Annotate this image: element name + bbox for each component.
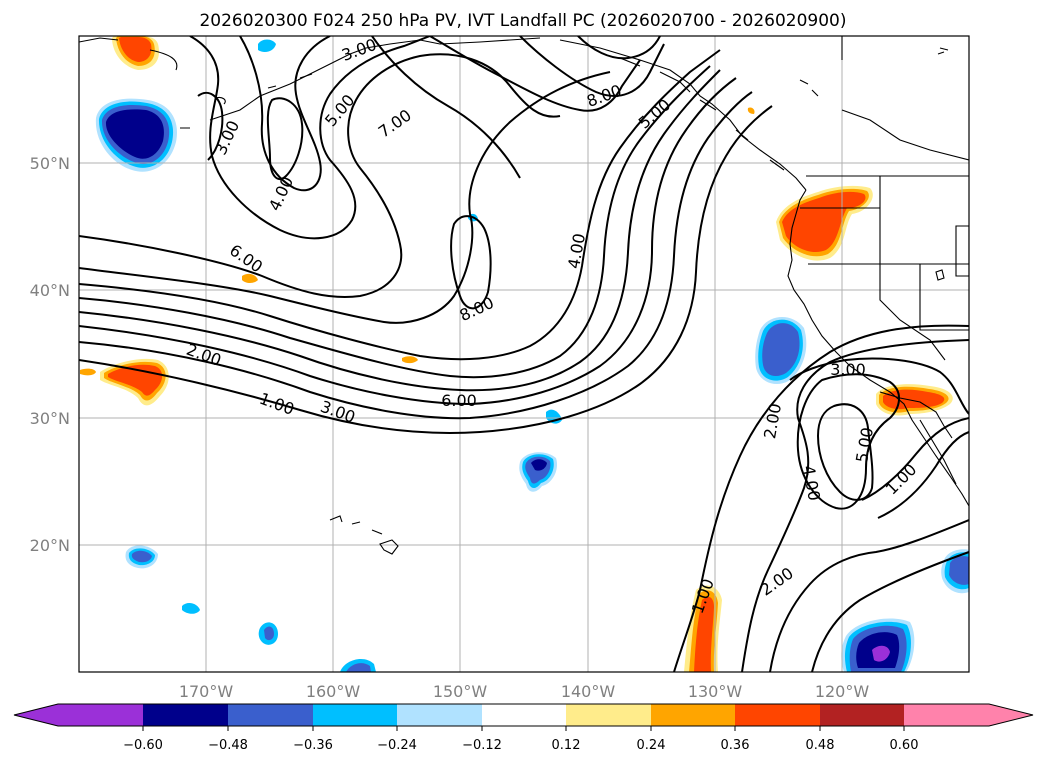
contour-line <box>816 403 874 501</box>
colorbar-extend-left <box>14 704 58 726</box>
lat-label: 50°N <box>30 154 70 173</box>
colorbar-segment <box>735 704 821 726</box>
pv-contours <box>79 36 969 672</box>
colorbar-segment <box>58 704 144 726</box>
map-title: 2026020300 F024 250 hPa PV, IVT Landfall… <box>199 11 846 31</box>
contour-line <box>79 65 711 379</box>
map-area: 3.00 5.00 7.00 8.00 5.00 3.00 4.00 6.00 … <box>79 36 969 672</box>
colorbar-tick-label: −0.12 <box>462 738 502 753</box>
positive-shading <box>80 36 953 672</box>
contour-line <box>79 49 721 361</box>
contour-line <box>79 53 561 299</box>
longitude-labels: 170°W 160°W 150°W 140°W 130°W 120°W <box>179 682 870 701</box>
negative-shading <box>95 39 969 672</box>
colorbar-tick-label: 0.60 <box>890 738 919 753</box>
contour-line <box>266 97 304 181</box>
contour-line <box>673 324 969 672</box>
colorbar-tick-label: −0.48 <box>208 738 248 753</box>
state-borders <box>800 36 969 361</box>
contour-label: 3.00 <box>830 360 866 379</box>
colorbar-segment <box>313 704 399 726</box>
contour-line <box>371 36 521 179</box>
colorbar-tick-label: −0.36 <box>293 738 333 753</box>
hawaii <box>329 515 399 555</box>
contour-line <box>79 91 753 420</box>
contour-line <box>79 69 721 392</box>
contour-line <box>79 105 773 434</box>
map-background <box>79 36 969 672</box>
colorbar-tick-label: −0.60 <box>123 738 163 753</box>
contour-line <box>197 91 224 161</box>
colorbar-segment <box>820 704 906 726</box>
contour-line <box>877 431 969 519</box>
latitude-labels: 50°N 40°N 30°N 20°N <box>30 154 70 555</box>
colorbar-tick-label: 0.48 <box>806 738 835 753</box>
colorbar-tick-label: −0.24 <box>377 738 417 753</box>
colorbar-segment <box>397 704 483 726</box>
contour-line <box>429 36 641 112</box>
colorbar-tick-label: 0.36 <box>721 738 750 753</box>
lon-label: 150°W <box>433 682 488 701</box>
colorbar-segment <box>143 704 229 726</box>
contour-line <box>189 36 431 240</box>
alaska-coast <box>79 37 807 191</box>
colorbar-segment <box>651 704 737 726</box>
colorbar: −0.60 −0.48 −0.36 −0.24 −0.12 0.12 0.24 … <box>13 703 1034 753</box>
lon-label: 130°W <box>688 682 743 701</box>
lat-label: 40°N <box>30 281 70 300</box>
lat-label: 30°N <box>30 409 70 428</box>
contour-line <box>79 77 737 406</box>
contour-line <box>577 36 661 60</box>
contour-line <box>769 519 969 672</box>
contour-line <box>450 215 492 310</box>
contour-line <box>519 36 665 97</box>
contour-line <box>861 417 969 501</box>
gridlines <box>79 36 969 672</box>
contour-label: 6.00 <box>441 391 477 410</box>
colorbar-segment <box>228 704 314 726</box>
colorbar-segment <box>904 704 990 726</box>
colorbar-outline <box>13 703 1034 727</box>
lon-label: 120°W <box>815 682 870 701</box>
contour-line <box>79 71 611 324</box>
contour-line <box>239 36 331 192</box>
colorbar-ticks <box>142 726 905 731</box>
colorbar-segment <box>482 704 568 726</box>
contour-line <box>789 357 969 415</box>
west-coast <box>787 189 969 507</box>
contour-line <box>811 551 969 672</box>
colorbar-segment <box>566 704 652 726</box>
contour-line <box>741 339 969 672</box>
lon-label: 170°W <box>179 682 234 701</box>
contour-line <box>796 373 900 510</box>
colorbar-extend-right <box>989 704 1033 726</box>
map-frame <box>78 35 970 673</box>
lon-label: 140°W <box>561 682 616 701</box>
lat-label: 20°N <box>30 536 70 555</box>
lon-label: 160°W <box>306 682 361 701</box>
colorbar-tick-label: 0.24 <box>637 738 666 753</box>
colorbar-tick-label: 0.12 <box>552 738 581 753</box>
